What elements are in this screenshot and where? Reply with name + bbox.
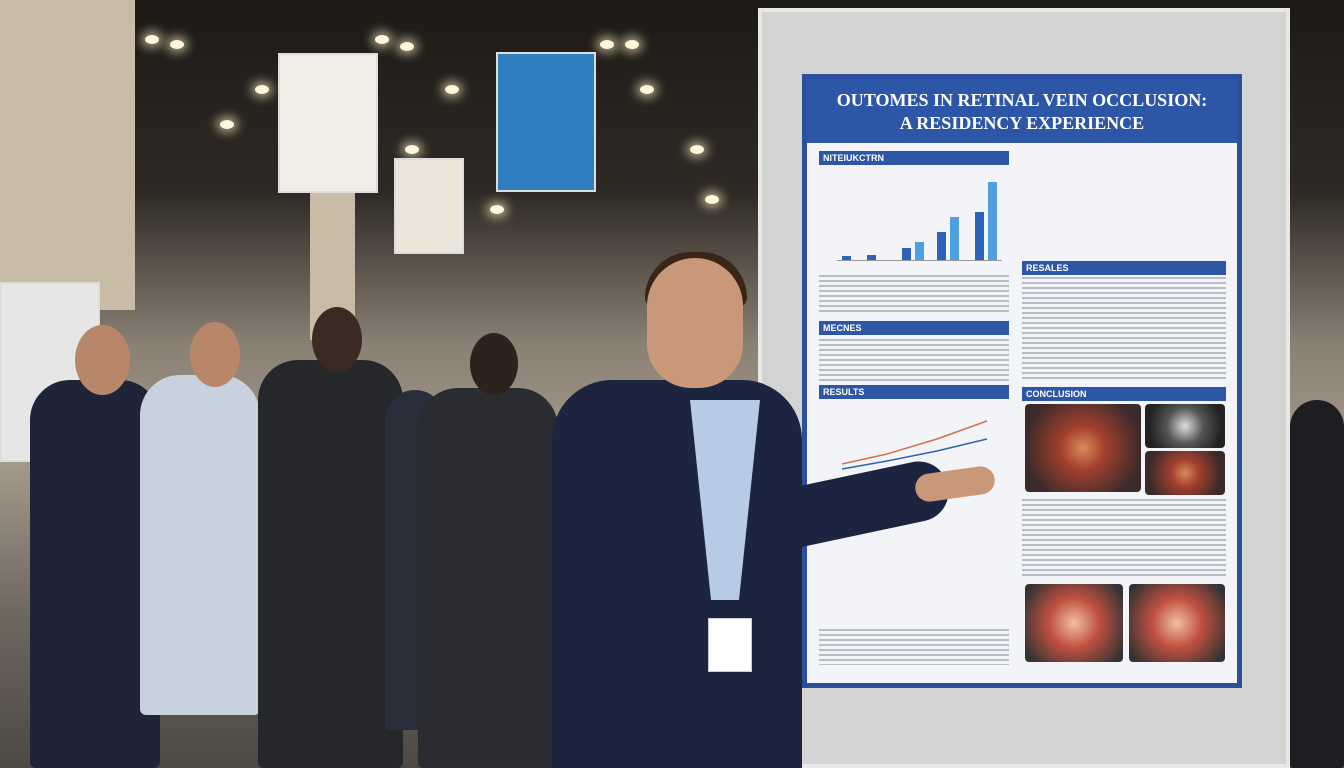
attendee — [1290, 400, 1344, 768]
body-text — [1022, 499, 1226, 579]
attendee — [418, 388, 558, 768]
hanging-banner — [278, 53, 378, 193]
ceiling-light — [400, 42, 414, 51]
body-text — [819, 275, 1009, 315]
chart-bar — [867, 255, 876, 260]
presenter-face — [647, 258, 743, 388]
hanging-banner — [394, 158, 464, 254]
ceiling-light — [625, 40, 639, 49]
bar-chart — [837, 179, 1002, 261]
chart-line — [841, 438, 988, 470]
poster-title: OUTOMES IN RETINAL VEIN OCCLUSION: A RES… — [807, 79, 1237, 143]
attendee — [140, 375, 260, 715]
chart-bar — [988, 182, 997, 260]
section-introduction-heading: NITEIUKCTRN — [819, 151, 1009, 165]
ceiling-light — [600, 40, 614, 49]
attendee-head — [75, 325, 130, 395]
ceiling-light — [490, 205, 504, 214]
ceiling-light — [705, 195, 719, 204]
section-methods-heading: MECNES — [819, 321, 1009, 335]
ceiling-light — [690, 145, 704, 154]
body-text — [1022, 277, 1226, 382]
poster-title-line-1: OUTOMES IN RETINAL VEIN OCCLUSION: — [836, 90, 1208, 110]
ceiling-light — [375, 35, 389, 44]
body-text — [819, 629, 1009, 665]
section-results-heading-2: RESALES — [1022, 261, 1226, 275]
attendee-head — [470, 333, 518, 395]
ceiling-light — [220, 120, 234, 129]
pillar — [0, 0, 135, 310]
ceiling-light — [170, 40, 184, 49]
section-results-heading: RESULTS — [819, 385, 1009, 399]
chart-bar — [902, 248, 911, 260]
attendee — [30, 380, 160, 768]
presenter-blazer — [552, 380, 802, 768]
chart-bar — [842, 256, 851, 260]
retinal-image — [1145, 451, 1225, 495]
retinal-image — [1145, 404, 1225, 448]
ceiling-light — [640, 85, 654, 94]
chart-bar — [915, 242, 924, 260]
poster-title-line-2: A RESIDENCY EXPERIENCE — [899, 113, 1145, 133]
ceiling-light — [405, 145, 419, 154]
ceiling-light — [445, 85, 459, 94]
chart-bar — [975, 212, 984, 260]
attendee-head — [312, 307, 362, 372]
retinal-image — [1025, 404, 1141, 492]
chart-bar — [950, 217, 959, 260]
retinal-image — [1025, 584, 1123, 662]
attendee — [258, 360, 403, 768]
research-poster: OUTOMES IN RETINAL VEIN OCCLUSION: A RES… — [802, 74, 1242, 688]
chart-line — [841, 420, 988, 465]
ceiling-light — [255, 85, 269, 94]
ceiling-light — [145, 35, 159, 44]
line-chart — [841, 420, 988, 470]
retinal-image — [1129, 584, 1225, 662]
section-conclusion-heading: CONCLUSION — [1022, 387, 1226, 401]
attendee-head — [190, 322, 240, 387]
hanging-banner — [496, 52, 596, 192]
body-text — [819, 339, 1009, 384]
chart-bar — [937, 232, 946, 260]
name-badge — [708, 618, 752, 672]
